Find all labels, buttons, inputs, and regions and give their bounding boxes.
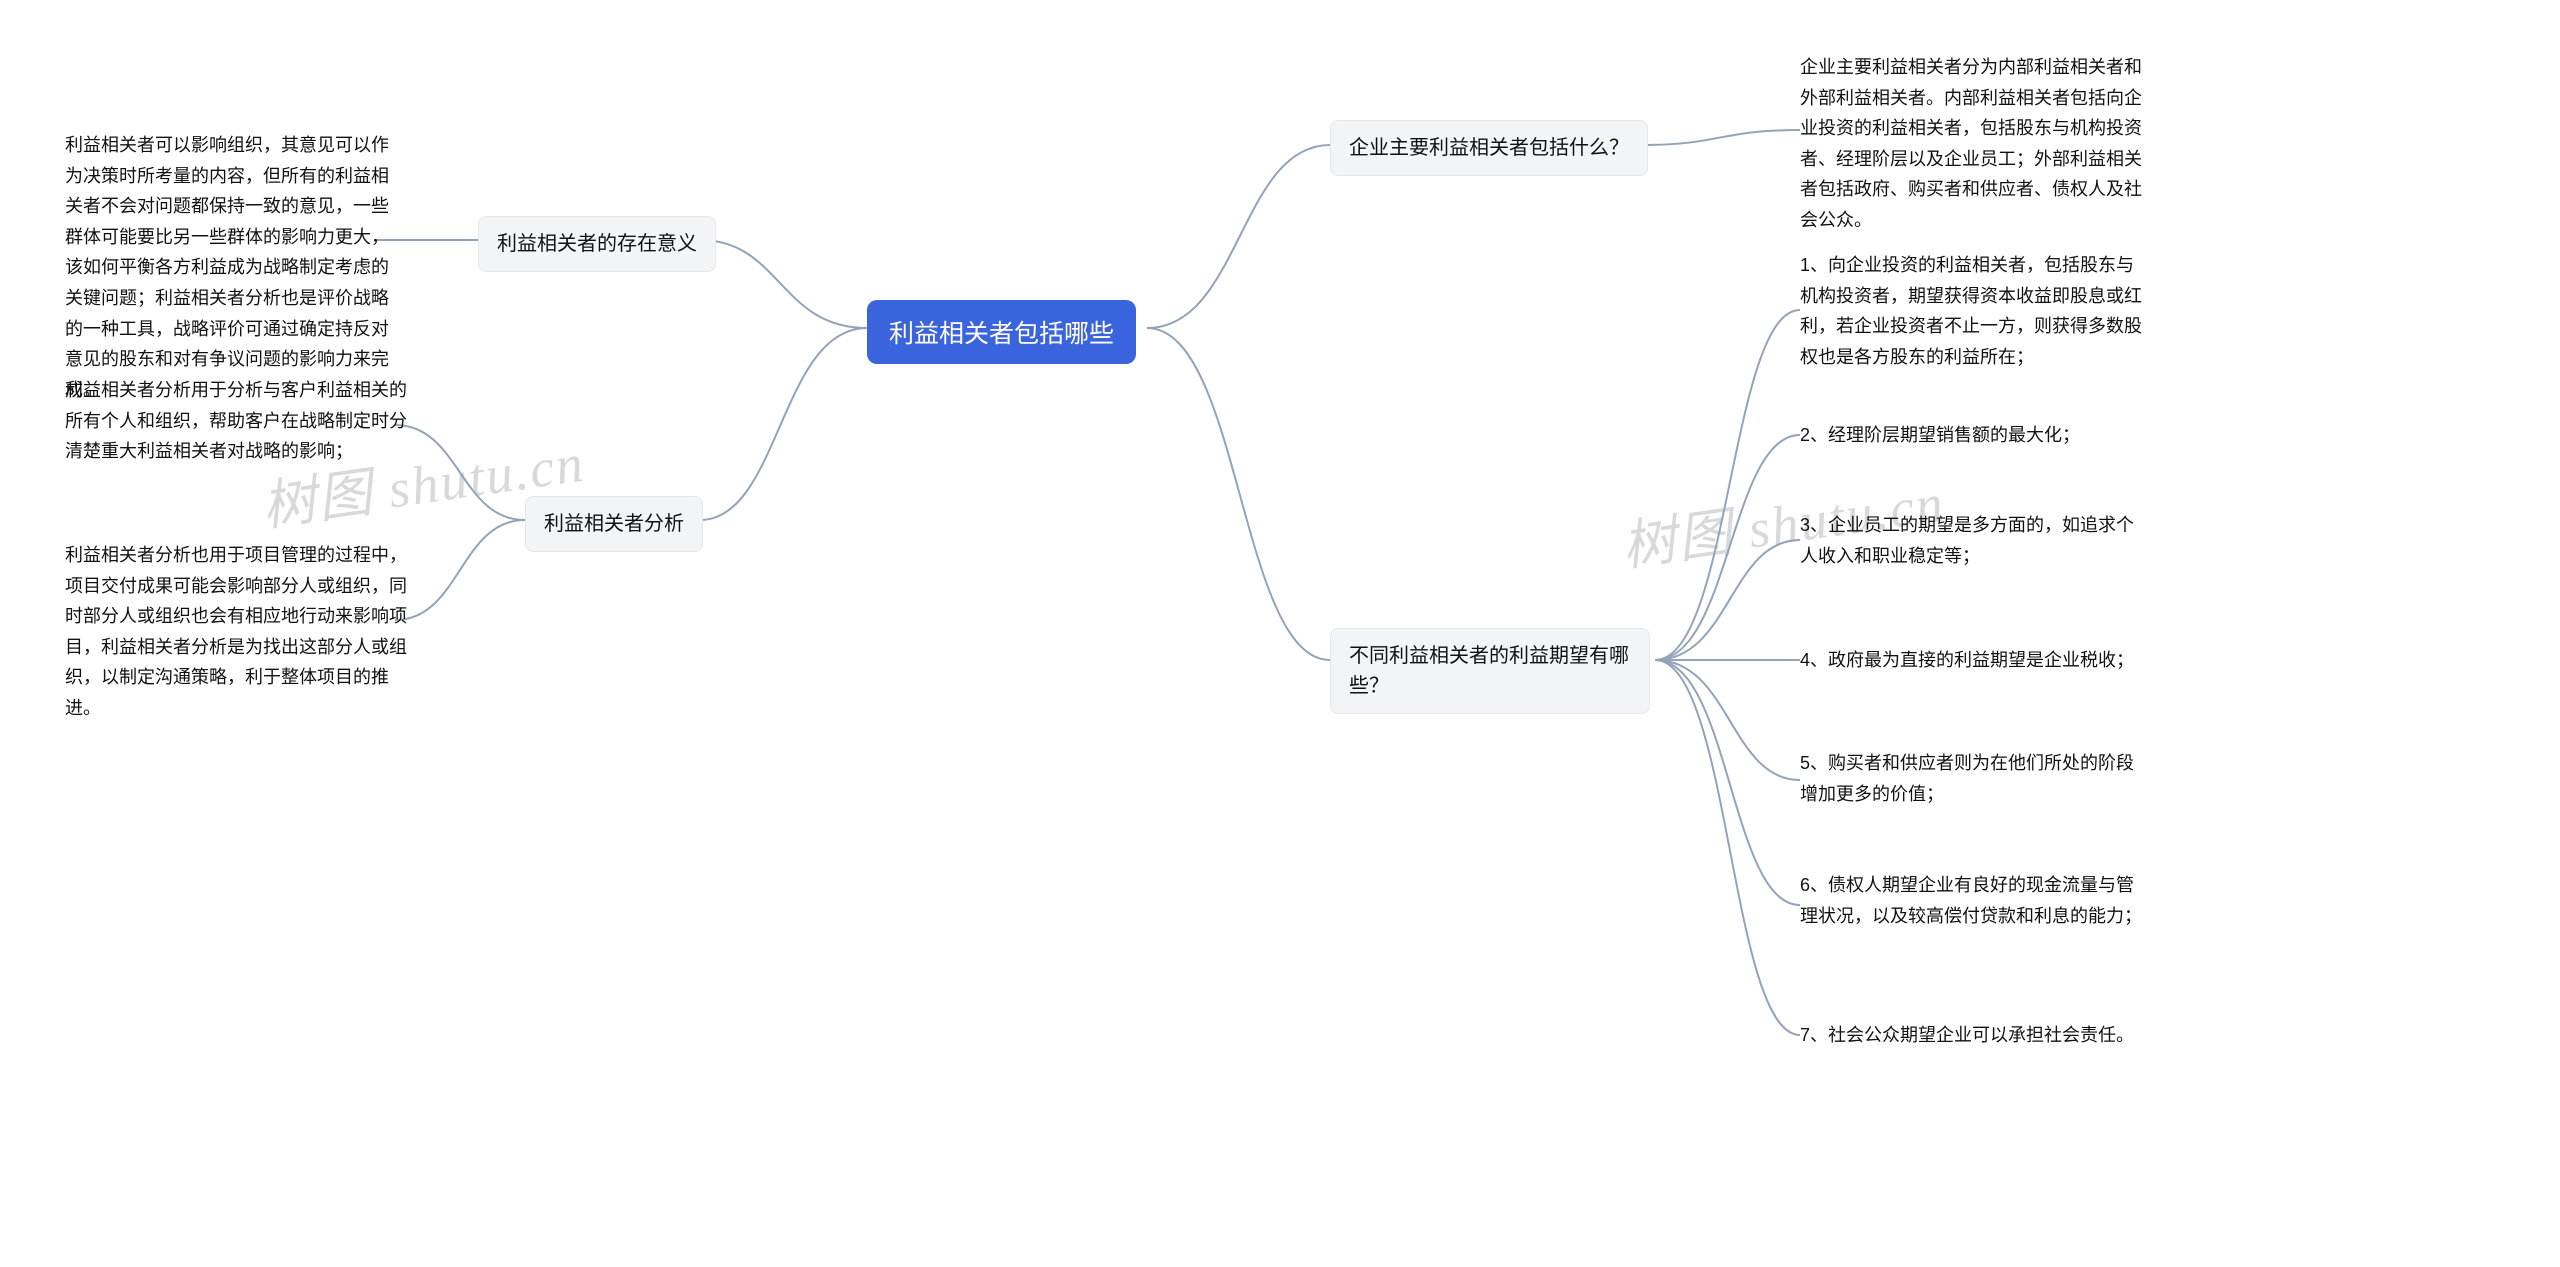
leaf-exp-1: 1、向企业投资的利益相关者，包括股东与机构投资者，期望获得资本收益即股息或红利，… (1800, 250, 2145, 372)
left-branch-meaning[interactable]: 利益相关者的存在意义 (478, 216, 716, 272)
leaf-meaning-text: 利益相关者可以影响组织，其意见可以作为决策时所考量的内容，但所有的利益相关者不会… (65, 130, 400, 405)
leaf-exp-5: 5、购买者和供应者则为在他们所处的阶段增加更多的价值； (1800, 748, 2145, 809)
mindmap-canvas: 树图 shutu.cn 树图 shutu.cn 利益相关者包括哪些 利益相关者的… (0, 0, 2560, 1267)
left-branch-analysis[interactable]: 利益相关者分析 (525, 496, 703, 552)
leaf-exp-2: 2、经理阶层期望销售额的最大化； (1800, 420, 2145, 451)
leaf-exp-3: 3、企业员工的期望是多方面的，如追求个人收入和职业稳定等； (1800, 510, 2145, 571)
leaf-exp-4: 4、政府最为直接的利益期望是企业税收； (1800, 645, 2145, 676)
leaf-exp-7: 7、社会公众期望企业可以承担社会责任。 (1800, 1020, 2145, 1051)
leaf-exp-6: 6、债权人期望企业有良好的现金流量与管理状况，以及较高偿付贷款和利息的能力； (1800, 870, 2145, 931)
right-branch-whoincludes[interactable]: 企业主要利益相关者包括什么？ (1330, 120, 1648, 176)
right-branch-expectations[interactable]: 不同利益相关者的利益期望有哪些？ (1330, 628, 1650, 714)
leaf-analysis-2: 利益相关者分析也用于项目管理的过程中，项目交付成果可能会影响部分人或组织，同时部… (65, 540, 420, 724)
root-node[interactable]: 利益相关者包括哪些 (867, 300, 1136, 364)
leaf-analysis-1: 利益相关者分析用于分析与客户利益相关的所有个人和组织，帮助客户在战略制定时分清楚… (65, 375, 420, 467)
leaf-whoincludes-text: 企业主要利益相关者分为内部利益相关者和外部利益相关者。内部利益相关者包括向企业投… (1800, 52, 2145, 236)
